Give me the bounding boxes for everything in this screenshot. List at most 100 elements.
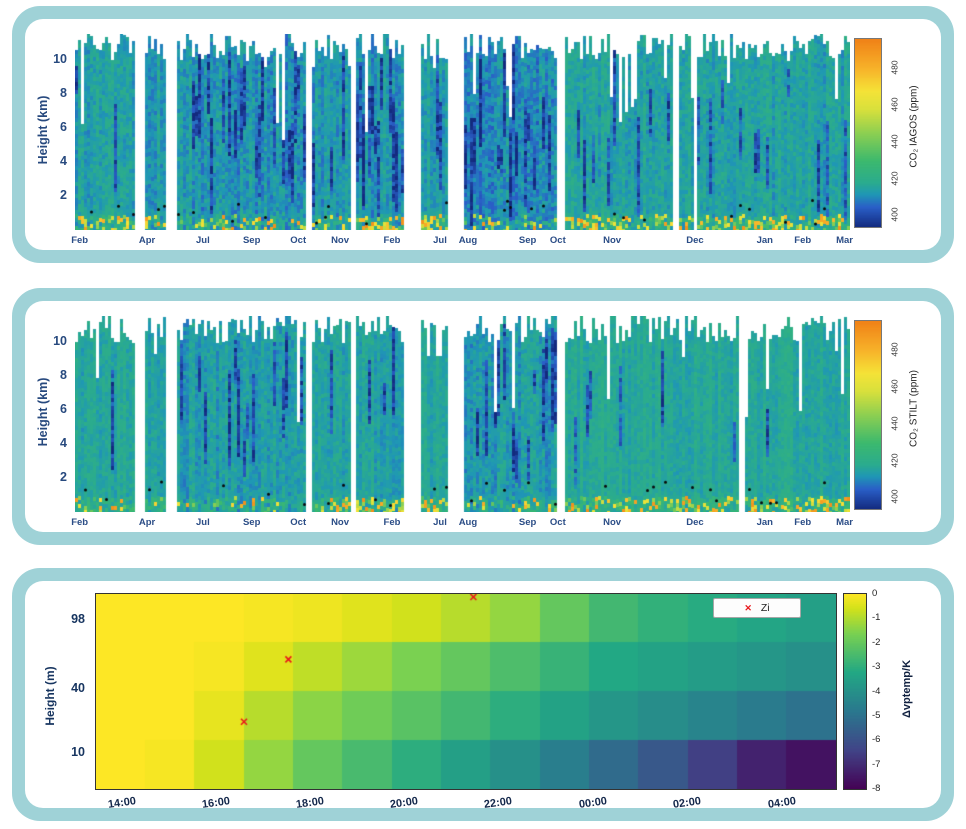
y-tick-label: 8	[60, 85, 67, 100]
colorbar-tick-label: -5	[872, 709, 881, 721]
x-tick-label: Apr	[138, 517, 156, 528]
colorbar-tick-label: 460	[889, 379, 900, 394]
colorbar-tick-label: 480	[889, 342, 900, 357]
x-tick-label: Aug	[458, 517, 478, 528]
vptemp-heatmap-canvas	[95, 593, 837, 790]
x-tick-label: Feb	[71, 235, 89, 246]
x-tick-label: Nov	[603, 517, 622, 528]
x-tick-label: Aug	[458, 235, 478, 246]
vptemp-card: Height (m) 98 40 10 ✕ Zi 14:00 16:00 18:00 20…	[25, 581, 941, 811]
x-tick-label: 04:00	[766, 795, 797, 811]
x-tick-label: Jan	[756, 235, 773, 246]
legend-label: Zi	[760, 602, 770, 614]
colorbar-ticks: 0 -1 -2 -3 -4 -5 -6 -7 -8	[872, 588, 902, 794]
y-tick-label: 98	[71, 612, 85, 627]
x-tick-label: 20:00	[389, 795, 420, 811]
x-tick-label: Oct	[549, 235, 566, 246]
x-tick-label: Sep	[242, 517, 261, 528]
x-tick-label: Feb	[383, 517, 401, 528]
co2-iagos-card: Height (km) 2 4 6 8 10 Feb Apr Jul Sep Oct Nov Feb…	[25, 19, 941, 250]
y-tick-label: 6	[60, 401, 67, 416]
y-axis-ticks: 2 4 6 8 10	[29, 316, 71, 512]
x-tick-label: Feb	[794, 517, 812, 528]
x-tick-label: Jul	[196, 235, 210, 246]
y-tick-label: 10	[53, 51, 67, 66]
x-tick-label: Feb	[794, 235, 812, 246]
x-tick-label: Mar	[836, 235, 854, 246]
colorbar-tick-label: 400	[889, 207, 900, 223]
x-axis-ticks: 14:00 16:00 18:00 20:00 22:00 00:00 02:00 04:00	[95, 795, 835, 815]
x-tick-label: Oct	[290, 235, 307, 246]
colorbar-tick-label: -8	[872, 783, 881, 794]
y-tick-label: 10	[53, 333, 67, 348]
x-tick-label: Nov	[331, 517, 350, 528]
x-tick-label: Oct	[549, 517, 566, 528]
x-tick-label: Oct	[290, 517, 307, 528]
x-tick-label: 00:00	[578, 795, 608, 811]
colorbar-tick-label: 400	[889, 489, 900, 505]
x-tick-label: 18:00	[295, 795, 326, 811]
x-tick-label: Apr	[138, 235, 156, 246]
colorbar-ticks: 400 420 440 460 480	[885, 38, 907, 226]
x-tick-label: Dec	[686, 517, 704, 528]
y-tick-label: 4	[60, 153, 67, 168]
y-tick-label: 4	[60, 435, 67, 450]
colorbar-canvas	[843, 593, 867, 790]
x-tick-label: 22:00	[483, 795, 514, 811]
colorbar-title: Δvptemp/K	[901, 659, 913, 719]
x-tick-label: 14:00	[106, 795, 137, 811]
y-axis-ticks: 2 4 6 8 10	[29, 34, 71, 230]
x-tick-label: Nov	[603, 235, 622, 246]
legend-zi: ✕ Zi	[713, 598, 801, 618]
colorbar-tick-label: 480	[889, 60, 900, 75]
co2-stilt-card: Height (km) 2 4 6 8 10 Feb Apr Jul Sep Oct Nov Feb…	[25, 301, 941, 532]
x-tick-label: Sep	[242, 235, 261, 246]
x-tick-label: Nov	[331, 235, 350, 246]
x-tick-label: Sep	[518, 517, 537, 528]
x-axis-ticks: Feb Apr Jul Sep Oct Nov Feb Jul Aug Sep Oct Nov Dec J…	[71, 235, 853, 249]
x-tick-label: Jul	[433, 517, 447, 528]
colorbar-title: CO₂ IAGOS (ppm)	[908, 85, 920, 168]
colorbar-tick-label: -3	[872, 661, 881, 673]
co2-stilt-panel: Height (km) 2 4 6 8 10 Feb Apr Jul Sep Oct Nov Feb…	[12, 288, 954, 545]
co2-iagos-heatmap-canvas	[75, 34, 850, 230]
colorbar-tick-label: 440	[889, 134, 900, 149]
colorbar-title: CO₂ STILT (ppm)	[908, 370, 920, 447]
x-tick-label: Feb	[383, 235, 401, 246]
colorbar-tick-label: -7	[872, 758, 881, 770]
x-tick-label: Jan	[756, 517, 773, 528]
x-tick-label: Mar	[836, 517, 854, 528]
y-tick-label: 2	[60, 187, 67, 202]
colorbar-tick-label: 420	[889, 452, 900, 468]
x-tick-label: 16:00	[200, 795, 231, 811]
y-axis-ticks: 98 40 10	[53, 593, 89, 788]
colorbar-tick-label: 0	[872, 588, 878, 599]
x-tick-label: Jul	[196, 517, 210, 528]
zi-marker-icon: ✕	[744, 602, 752, 613]
x-tick-label: Jul	[433, 235, 447, 246]
x-tick-label: Feb	[71, 517, 89, 528]
y-tick-label: 40	[71, 680, 85, 695]
colorbar-tick-label: -2	[872, 636, 881, 648]
co2-stilt-heatmap-canvas	[75, 316, 850, 512]
colorbar-canvas	[854, 320, 882, 510]
x-axis-ticks: Feb Apr Jul Sep Oct Nov Feb Jul Aug Sep Oct Nov Dec J…	[71, 517, 853, 531]
colorbar-ticks: 400 420 440 460 480	[885, 320, 907, 508]
x-tick-label: Sep	[518, 235, 537, 246]
colorbar-tick-label: 460	[889, 97, 900, 112]
x-tick-label: Dec	[686, 235, 704, 246]
y-tick-label: 6	[60, 119, 67, 134]
colorbar-canvas	[854, 38, 882, 228]
y-tick-label: 2	[60, 469, 67, 484]
y-tick-label: 10	[71, 744, 85, 759]
colorbar-tick-label: 440	[889, 416, 900, 431]
vptemp-panel: Height (m) 98 40 10 ✕ Zi 14:00 16:00 18:00 20…	[12, 568, 954, 821]
co2-iagos-panel: Height (km) 2 4 6 8 10 Feb Apr Jul Sep Oct Nov Feb…	[12, 6, 954, 263]
colorbar-tick-label: 420	[889, 170, 900, 186]
colorbar-tick-label: -4	[872, 685, 881, 697]
x-tick-label: 02:00	[672, 795, 702, 811]
colorbar-tick-label: -6	[872, 734, 881, 746]
y-tick-label: 8	[60, 367, 67, 382]
colorbar-tick-label: -1	[872, 612, 881, 624]
